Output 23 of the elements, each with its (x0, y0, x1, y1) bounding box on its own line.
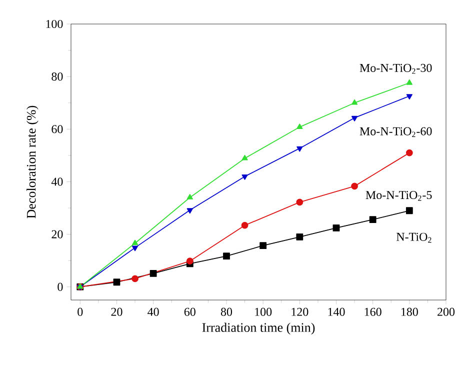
series-label: Mo-N-TiO$_{2}$-5 (366, 190, 432, 201)
y-tick-label: 40 (51, 178, 63, 186)
x-tick-label: 100 (255, 308, 272, 316)
y-tick-label: 0 (58, 282, 63, 291)
y-tick-label: 60 (52, 125, 63, 134)
x-tick-label: 0 (78, 308, 83, 316)
y-tick-label: 100 (46, 20, 63, 28)
x-tick-label: 120 (292, 308, 308, 316)
x-tick-label: 20 (111, 308, 122, 316)
series-label: Mo-N-TiO$_{2}$-30 (360, 64, 432, 74)
x-tick-label: 180 (401, 308, 418, 316)
x-tick-label: 40 (148, 308, 159, 316)
y-tick-label: 20 (52, 230, 63, 238)
x-tick-label: 200 (438, 308, 455, 316)
x-tick-label: 60 (184, 308, 196, 316)
y-tick-label: 80 (52, 72, 63, 81)
y-axis-title: Decoloration rate (%) (26, 106, 38, 218)
x-tick-label: 140 (328, 308, 345, 316)
x-tick-label: 80 (220, 308, 232, 316)
x-axis-title: Irradiation time (min) (202, 322, 315, 335)
series-label: Mo-N-TiO$_{2}$-60 (360, 127, 432, 138)
series-label: N-TiO$_{2}$ (396, 232, 432, 243)
x-tick-label: 160 (364, 308, 382, 316)
